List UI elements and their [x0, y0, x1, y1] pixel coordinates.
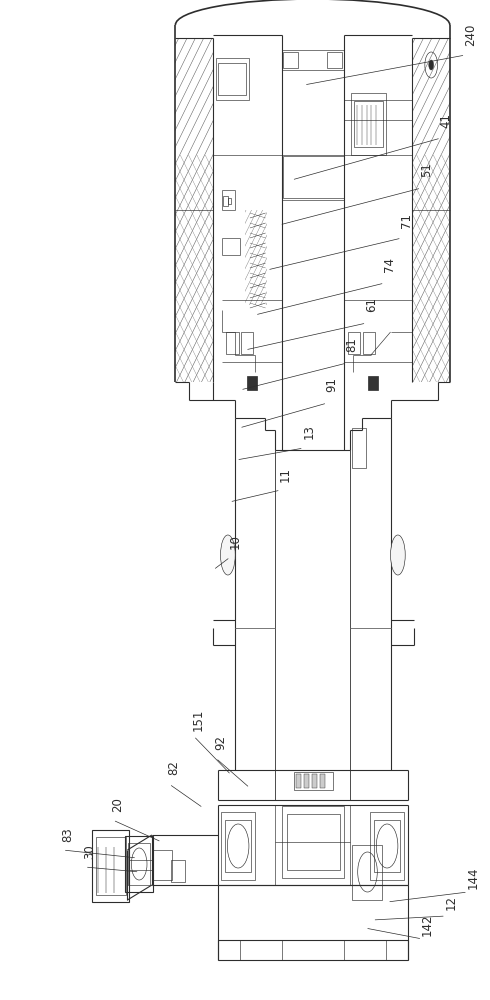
Bar: [296, 774, 301, 788]
Bar: [352, 845, 382, 900]
Bar: [128, 843, 150, 885]
Bar: [304, 774, 309, 788]
Text: 142: 142: [421, 914, 434, 936]
Text: 11: 11: [279, 468, 292, 483]
Bar: [351, 93, 386, 155]
Bar: [352, 428, 366, 468]
Text: 51: 51: [420, 163, 433, 177]
Bar: [327, 52, 342, 68]
Bar: [374, 820, 400, 872]
Bar: [125, 836, 153, 892]
Bar: [226, 332, 239, 354]
Bar: [92, 830, 129, 902]
Text: 71: 71: [400, 213, 413, 228]
Bar: [171, 860, 185, 882]
Text: 151: 151: [192, 709, 205, 731]
Text: 41: 41: [440, 112, 452, 127]
Text: 30: 30: [83, 845, 96, 859]
Bar: [247, 376, 257, 390]
Circle shape: [429, 60, 434, 70]
Bar: [152, 850, 172, 880]
Bar: [320, 774, 325, 788]
Bar: [223, 196, 228, 206]
Text: 13: 13: [302, 425, 315, 439]
Bar: [96, 837, 126, 895]
Text: 12: 12: [444, 894, 457, 910]
Ellipse shape: [391, 535, 405, 575]
Text: 92: 92: [214, 734, 227, 750]
Bar: [282, 806, 344, 878]
Bar: [228, 198, 231, 204]
Bar: [370, 812, 404, 880]
Text: 144: 144: [466, 867, 479, 889]
Ellipse shape: [220, 535, 235, 575]
Bar: [363, 332, 375, 354]
Bar: [241, 332, 253, 354]
Text: 61: 61: [365, 298, 378, 312]
Text: 240: 240: [464, 24, 477, 46]
Bar: [221, 812, 255, 880]
Text: 81: 81: [345, 338, 358, 352]
Bar: [283, 52, 298, 68]
Text: 82: 82: [168, 761, 180, 775]
Bar: [348, 332, 360, 354]
Text: 20: 20: [111, 798, 124, 812]
Bar: [225, 820, 251, 872]
Text: 74: 74: [383, 257, 396, 272]
Text: 83: 83: [61, 828, 74, 842]
Text: 91: 91: [326, 377, 339, 392]
Bar: [354, 101, 383, 147]
Bar: [294, 772, 333, 790]
Bar: [287, 814, 340, 870]
Bar: [368, 376, 378, 390]
Bar: [218, 63, 246, 95]
Bar: [312, 774, 317, 788]
Bar: [283, 156, 344, 198]
Text: 10: 10: [229, 535, 242, 549]
Bar: [216, 58, 249, 100]
